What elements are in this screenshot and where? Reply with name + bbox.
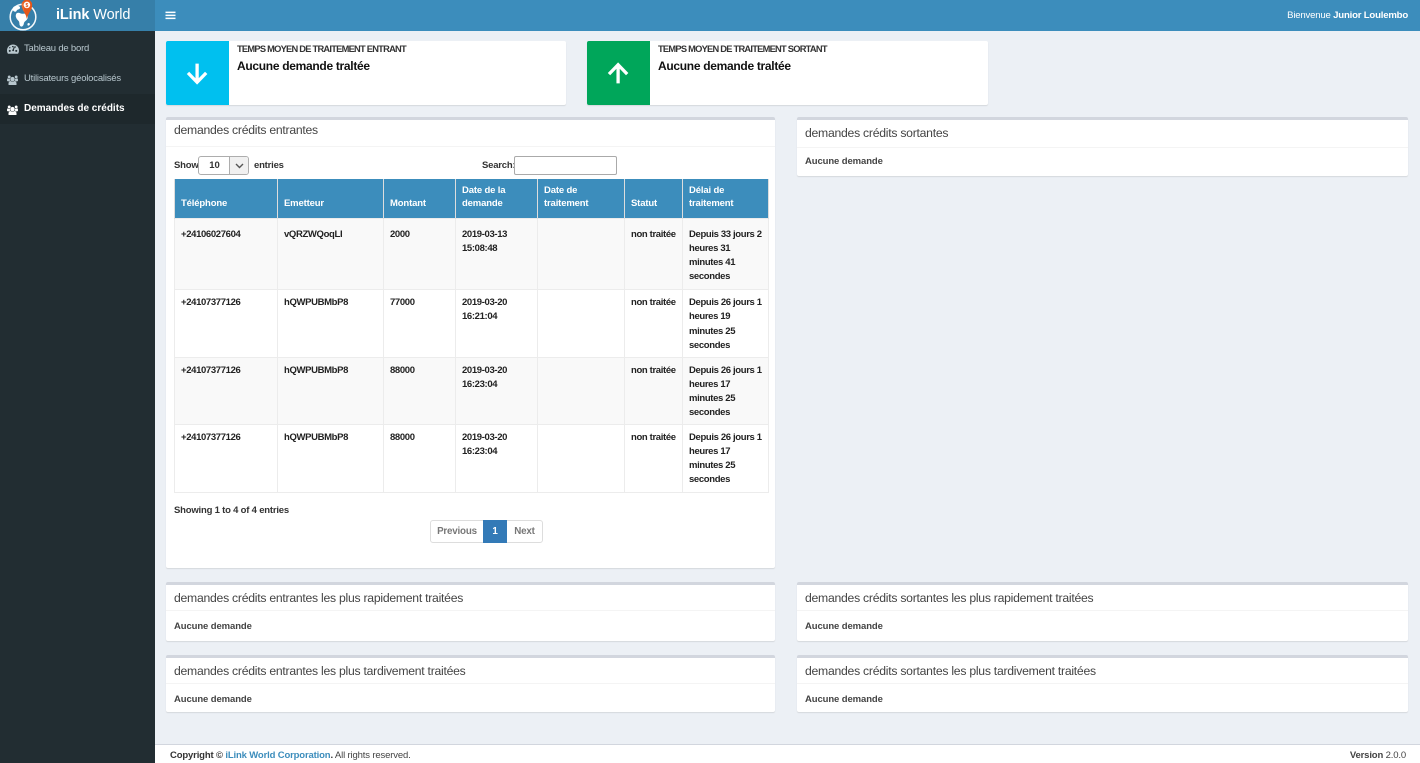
svg-text:$: $ [26, 3, 29, 9]
